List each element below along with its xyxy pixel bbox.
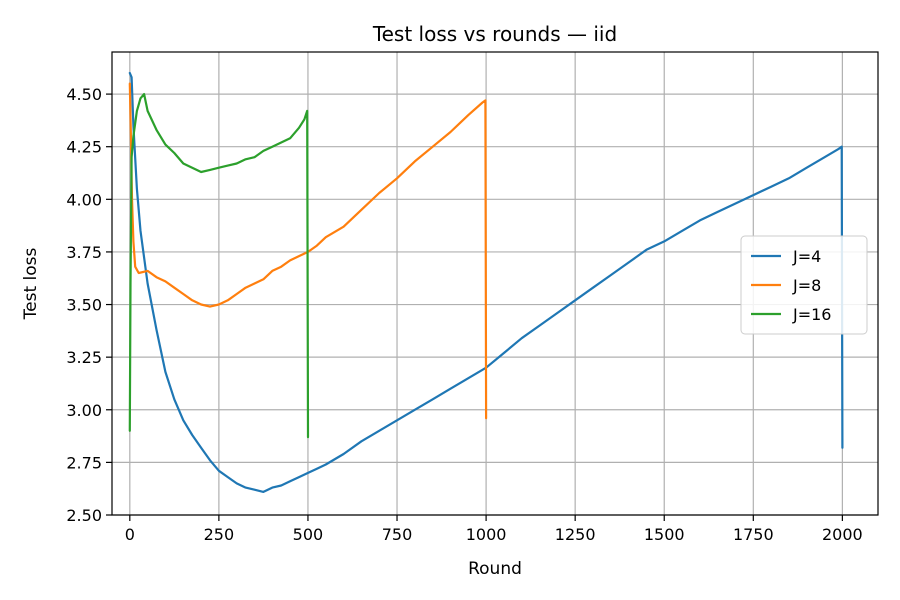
y-tick-label: 3.25 bbox=[66, 348, 102, 367]
x-tick-label: 1000 bbox=[466, 525, 507, 544]
series-line-j8 bbox=[128, 82, 488, 420]
series-line-j4 bbox=[128, 71, 844, 493]
y-tick-label: 4.00 bbox=[66, 190, 102, 209]
x-tick-label: 1500 bbox=[644, 525, 685, 544]
x-tick-label: 0 bbox=[125, 525, 135, 544]
y-axis-label: Test loss bbox=[21, 247, 41, 320]
series-line-j16 bbox=[128, 92, 310, 439]
y-tick-label: 2.75 bbox=[66, 453, 102, 472]
plot-frame bbox=[111, 51, 879, 516]
legend-label: J=4 bbox=[792, 247, 821, 266]
axis-ticks: 0 250 500 750 1000 1250 1500 1750 2000 2.50 2.75 3.… bbox=[66, 85, 862, 544]
legend-label: J=8 bbox=[792, 276, 821, 295]
x-tick-label: 1750 bbox=[733, 525, 774, 544]
y-tick-label: 3.75 bbox=[66, 243, 102, 262]
x-tick-label: 750 bbox=[382, 525, 413, 544]
legend-box bbox=[740, 235, 868, 335]
legend-label: J=16 bbox=[792, 305, 831, 324]
y-tick-label: 4.25 bbox=[66, 138, 102, 157]
x-tick-label: 500 bbox=[293, 525, 324, 544]
y-tick-label: 3.50 bbox=[66, 296, 102, 315]
x-tick-label: 250 bbox=[204, 525, 235, 544]
y-tick-label: 3.00 bbox=[66, 401, 102, 420]
series-lines bbox=[128, 71, 844, 493]
y-tick-label: 2.50 bbox=[66, 506, 102, 525]
x-tick-label: 2000 bbox=[822, 525, 863, 544]
chart-title: Test loss vs rounds — iid bbox=[372, 22, 617, 46]
x-tick-label: 1250 bbox=[555, 525, 596, 544]
y-tick-label: 4.50 bbox=[66, 85, 102, 104]
legend: J=4 J=8 J=16 bbox=[740, 235, 868, 335]
x-axis-label: Round bbox=[468, 559, 522, 579]
